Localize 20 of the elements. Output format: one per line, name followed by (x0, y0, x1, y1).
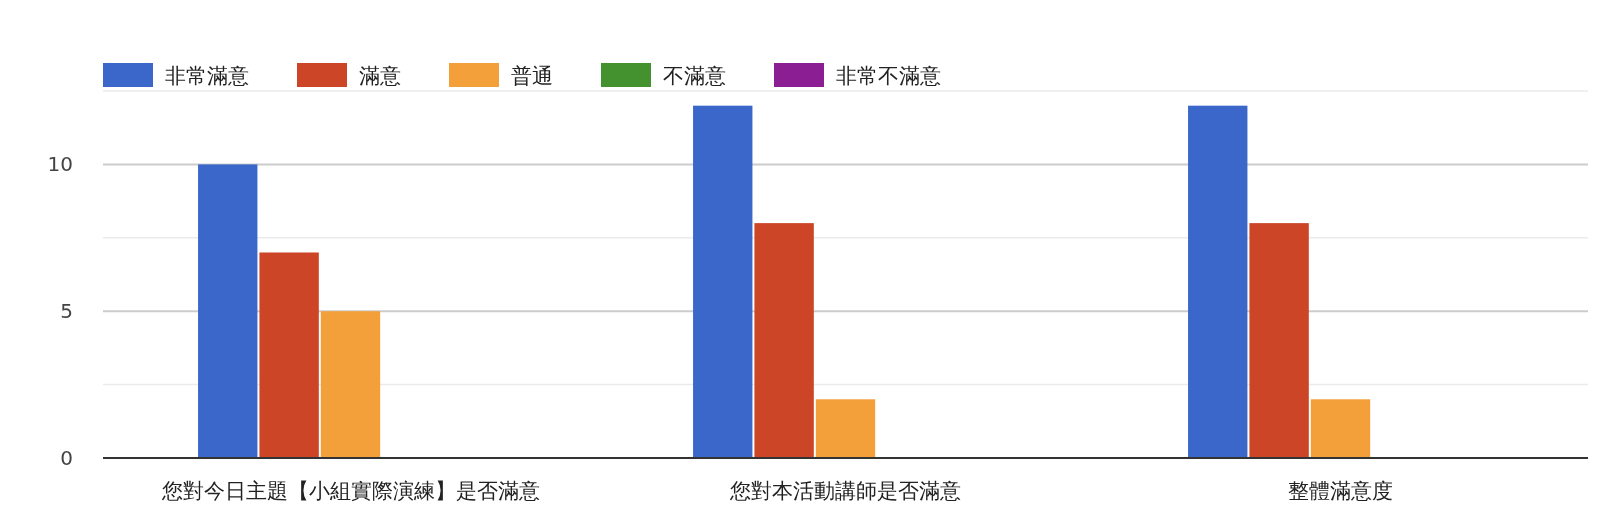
y-tick-label: 10 (47, 152, 73, 177)
x-tick-label: 您對今日主題【小組實際演練】是否滿意 (160, 479, 540, 503)
x-tick-label: 您對本活動講師是否滿意 (729, 479, 961, 503)
bar (259, 252, 319, 458)
bar (198, 164, 258, 458)
bar (1249, 223, 1309, 458)
x-tick-label: 整體滿意度 (1288, 479, 1393, 503)
bar (1188, 105, 1248, 458)
bar (754, 223, 814, 458)
bar (1310, 399, 1371, 458)
y-tick-label: 0 (60, 446, 73, 470)
y-tick-label: 5 (60, 299, 73, 324)
bar (693, 105, 753, 458)
bar (815, 399, 876, 458)
bar (320, 311, 381, 458)
legend-label: 普通 (511, 64, 553, 88)
legend-label: 非常滿意 (165, 64, 249, 88)
legend-label: 滿意 (359, 64, 401, 88)
legend-label: 非常不滿意 (836, 64, 941, 88)
legend-label: 不滿意 (663, 64, 726, 88)
